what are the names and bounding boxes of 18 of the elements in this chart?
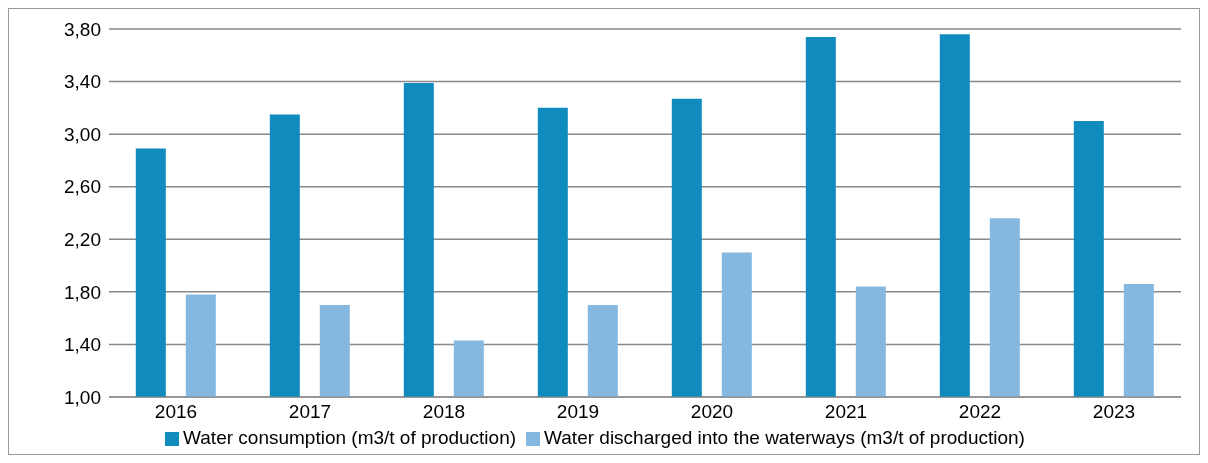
y-tick-label: 2,20 xyxy=(64,229,101,251)
y-tick-label: 3,00 xyxy=(64,123,101,145)
y-tick-label: 3,80 xyxy=(64,18,101,40)
legend-label: Water consumption (m3/t of production) xyxy=(183,427,517,448)
legend-label: Water discharged into the waterways (m3/t of production) xyxy=(544,427,1025,448)
x-tick-label: 2017 xyxy=(288,401,332,423)
x-tick-label: 2019 xyxy=(556,401,600,423)
x-tick-label: 2021 xyxy=(824,401,868,423)
x-tick-label: 2022 xyxy=(958,401,1002,423)
x-tick-label: 2018 xyxy=(422,401,466,423)
x-tick-label: 2016 xyxy=(154,401,198,423)
y-tick-label: 2,60 xyxy=(64,176,101,198)
y-tick-label: 1,00 xyxy=(64,386,101,408)
x-tick-label: 2020 xyxy=(690,401,734,423)
y-tick-label: 1,40 xyxy=(64,334,101,356)
x-tick-label: 2023 xyxy=(1092,401,1136,423)
y-tick-label: 1,80 xyxy=(64,281,101,303)
y-tick-label: 3,40 xyxy=(64,71,101,93)
